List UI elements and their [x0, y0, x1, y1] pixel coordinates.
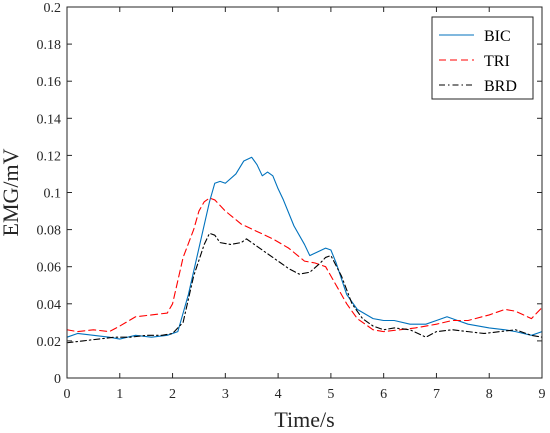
y-axis-title: EMG/mV	[0, 148, 23, 236]
legend-label-tri: TRI	[484, 53, 510, 70]
x-tick-label: 1	[116, 387, 123, 402]
y-tick-label: 0.2	[44, 1, 62, 16]
series-line-bic	[66, 156, 543, 340]
x-tick-label: 3	[222, 387, 229, 402]
axis-layer: 0 1 2 3 4 5 6 7 8 9 0 0.02 0.04 0.06 0.08 0.1 0.12 0.14 0.…	[37, 1, 546, 402]
y-tick-label: 0.02	[37, 335, 62, 350]
x-tick-label: 2	[169, 387, 176, 402]
y-tick-label: 0.04	[37, 298, 62, 313]
y-tick-label: 0.16	[37, 75, 62, 90]
y-tick-label: 0.14	[37, 112, 62, 127]
x-axis-title: Time/s	[274, 407, 334, 432]
x-tick-label: 8	[486, 387, 493, 402]
legend: BIC TRI BRD	[431, 16, 534, 100]
y-tick-label: 0	[54, 372, 61, 387]
y-tick-label: 0.06	[37, 261, 62, 276]
y-tick-label: 0.08	[37, 224, 62, 239]
x-tick-label: 6	[380, 387, 387, 402]
series-line-tri	[66, 197, 543, 333]
series-layer	[66, 156, 543, 344]
y-tick-label: 0.12	[37, 149, 62, 164]
y-tick-label: 0.1	[44, 187, 62, 202]
x-tick-label: 0	[64, 387, 71, 402]
legend-label-bic: BIC	[484, 28, 511, 45]
legend-box	[431, 16, 534, 100]
y-tick-label: 0.18	[37, 38, 62, 53]
x-tick-label: 7	[433, 387, 440, 402]
x-tick-label: 9	[539, 387, 546, 402]
x-tick-label: 4	[275, 387, 282, 402]
series-line-brd	[66, 232, 543, 344]
legend-label-brd: BRD	[484, 78, 517, 95]
x-tick-label: 5	[327, 387, 334, 402]
